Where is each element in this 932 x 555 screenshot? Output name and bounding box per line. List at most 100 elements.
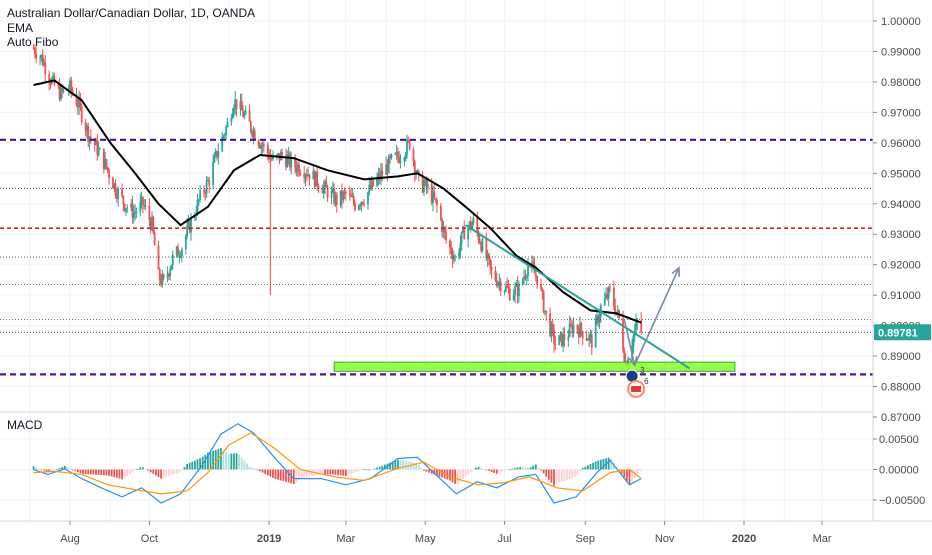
candle-body	[607, 287, 610, 299]
candle-body	[542, 291, 545, 313]
macd-histogram-bar	[63, 465, 66, 470]
candle-body	[190, 218, 192, 233]
time-axis-label: Sep	[575, 533, 595, 545]
candle-body	[221, 136, 224, 152]
price-axis-label: 0.87000	[881, 412, 921, 424]
candle-body	[536, 275, 539, 285]
support-zone-rectangle[interactable]	[333, 361, 736, 372]
candle-body	[226, 121, 229, 127]
candle-body	[523, 276, 526, 280]
macd-histogram-bar	[266, 469, 269, 476]
candle-body	[540, 284, 542, 290]
macd-histogram-bar	[144, 469, 147, 470]
candle-body	[488, 253, 490, 260]
projection-arrow-line[interactable]	[633, 267, 680, 366]
candle-body	[426, 184, 429, 188]
projection-arrow-line[interactable]	[623, 319, 636, 366]
candle-body	[472, 217, 475, 224]
macd-histogram-bar	[430, 469, 433, 474]
macd-histogram-bar	[553, 469, 555, 486]
candle-body	[97, 148, 100, 155]
candle-body	[148, 205, 151, 220]
candle-body	[139, 201, 142, 212]
candle-body	[102, 148, 105, 169]
candle-body	[266, 144, 269, 154]
macd-pane-title[interactable]: MACD	[7, 418, 43, 432]
candle-body	[104, 159, 107, 169]
macd-histogram-bar	[188, 462, 191, 470]
macd-histogram-bar	[180, 469, 183, 471]
candle-body	[285, 155, 287, 168]
macd-histogram-bar	[227, 453, 230, 470]
macd-histogram-bar	[399, 460, 402, 470]
macd-histogram-bar	[428, 469, 431, 473]
candle-body	[459, 243, 462, 253]
projection-arrow-head	[671, 266, 680, 277]
candle-body	[253, 130, 256, 141]
candle-body	[290, 157, 293, 168]
candle-body	[49, 82, 52, 85]
macd-histogram-bar	[292, 469, 295, 484]
candle-body	[532, 262, 535, 267]
macd-histogram-bar	[214, 449, 217, 470]
macd-histogram-bar	[308, 469, 311, 477]
candle-body	[577, 330, 580, 338]
macd-histogram-bar	[534, 464, 537, 470]
candle-body	[614, 306, 617, 314]
candle-body	[559, 333, 562, 336]
time-axis-label: Oct	[141, 533, 158, 545]
ema-indicator-label[interactable]: EMA	[7, 20, 34, 35]
macd-histogram-bar	[636, 469, 639, 475]
current-price-tag[interactable]	[874, 324, 931, 341]
candle-body	[186, 226, 189, 237]
candle-body	[262, 144, 265, 147]
candle-body	[632, 336, 635, 347]
candle-body	[249, 121, 252, 132]
macd-histogram-bar	[45, 469, 48, 472]
macd-histogram-bar	[233, 453, 235, 470]
current-price-label: 0.89781	[878, 327, 918, 339]
candle-body	[208, 180, 211, 186]
candle-body	[417, 170, 420, 175]
macd-histogram-bar	[618, 469, 620, 471]
candle-body	[170, 264, 173, 270]
candle-body	[386, 164, 389, 174]
candle-body	[407, 139, 410, 141]
candle-body	[344, 192, 347, 194]
descending-trendline[interactable]	[465, 224, 690, 370]
macd-histogram-bar	[121, 469, 123, 480]
candle-body	[434, 198, 437, 200]
canada-flag-stripe	[631, 385, 642, 392]
candle-body	[157, 245, 160, 270]
candle-body	[398, 157, 401, 163]
macd-line[interactable]	[33, 423, 642, 504]
candle-body	[390, 154, 393, 159]
macd-histogram-bar	[141, 467, 144, 470]
candle-body	[93, 138, 96, 146]
auto-fibo-indicator-label[interactable]: Auto Fibo	[7, 35, 59, 49]
macd-histogram-bar	[514, 468, 516, 470]
macd-signal-line[interactable]	[33, 432, 642, 495]
macd-histogram-bar	[519, 467, 522, 470]
macd-histogram-bar	[490, 469, 493, 472]
macd-histogram-bar	[368, 469, 371, 471]
candle-body	[32, 48, 35, 50]
candle-body	[554, 344, 557, 346]
candle-body	[381, 170, 384, 176]
candle-body	[39, 57, 41, 59]
macd-histogram-bar	[248, 466, 251, 470]
macd-histogram-bar	[84, 469, 87, 475]
candle-body	[216, 151, 218, 158]
macd-histogram-bar	[76, 469, 79, 472]
candle-body	[331, 188, 334, 192]
candle-body	[223, 134, 226, 136]
candle-body	[184, 236, 187, 250]
macd-histogram-bar	[506, 469, 509, 471]
macd-histogram-bar	[191, 461, 194, 470]
macd-histogram-bar	[446, 469, 449, 480]
macd-histogram-bar	[571, 469, 574, 478]
time-axis-label: Jul	[498, 533, 512, 545]
candle-body	[112, 177, 114, 189]
candle-body	[334, 194, 337, 204]
